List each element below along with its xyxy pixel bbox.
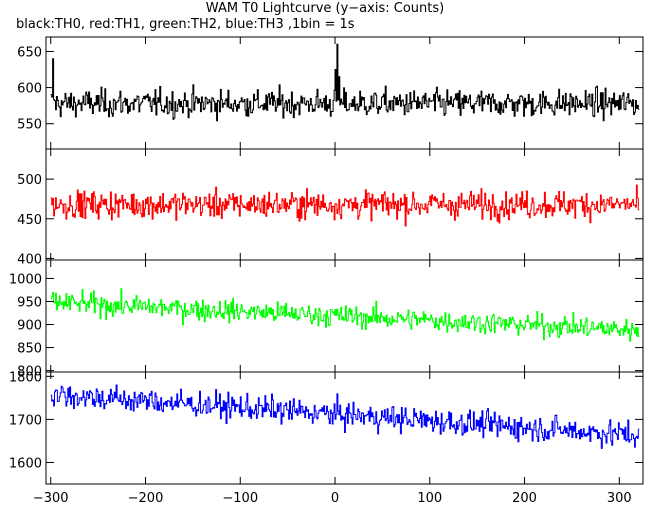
x-axis: −300 −200 −100 0 100 200 300 (33, 491, 632, 505)
y-tick-label: 1600 (9, 456, 42, 471)
y-tick-label: 950 (17, 295, 42, 310)
y-tick-label: 550 (17, 118, 42, 133)
y-tick-label: 1800 (9, 370, 42, 385)
chart-subtitle: black:TH0, red:TH1, green:TH2, blue:TH3 … (16, 17, 355, 32)
x-tick-label: −300 (33, 491, 69, 505)
series-line-th0 (50, 43, 640, 122)
x-tick-label: −200 (128, 491, 164, 505)
x-tick-label: 300 (607, 491, 632, 505)
x-tick-label: −100 (222, 491, 258, 505)
x-tick-label: 200 (512, 491, 537, 505)
y-tick-label: 900 (17, 319, 42, 334)
panel-th1: 400 450 500 (17, 148, 644, 267)
y-tick-label: 400 (17, 252, 42, 267)
panel-th3: 1600 1700 1800 (9, 370, 644, 485)
y-tick-label: 450 (17, 213, 42, 228)
y-tick-label: 850 (17, 342, 42, 357)
chart-title: WAM T0 Lightcurve (y−axis: Counts) (205, 1, 445, 16)
y-tick-label: 800 (17, 365, 42, 380)
y-tick-label: 1000 (9, 272, 42, 287)
x-tick-label: 0 (331, 491, 339, 505)
panel-th0: 550 600 650 (17, 36, 644, 150)
y-tick-label: 600 (17, 82, 42, 97)
series-line-th2 (50, 288, 640, 342)
series-line-th1 (50, 184, 640, 227)
panel-frame (45, 259, 644, 373)
panels: 550 600 650 400 450 500 800 850 900 950 1000 1600 17… (9, 36, 644, 485)
series-line-th3 (50, 384, 640, 449)
panel-th2: 800 850 900 950 1000 (9, 259, 644, 380)
y-tick-label: 1700 (9, 413, 42, 428)
panel-frame (45, 371, 644, 485)
y-tick-label: 500 (17, 173, 42, 188)
x-tick-label: 100 (417, 491, 442, 505)
y-tick-label: 650 (17, 45, 42, 60)
